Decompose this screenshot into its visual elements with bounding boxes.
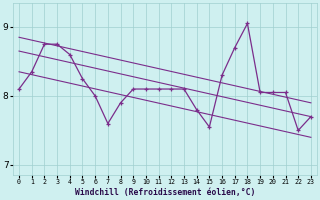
X-axis label: Windchill (Refroidissement éolien,°C): Windchill (Refroidissement éolien,°C) (75, 188, 255, 197)
